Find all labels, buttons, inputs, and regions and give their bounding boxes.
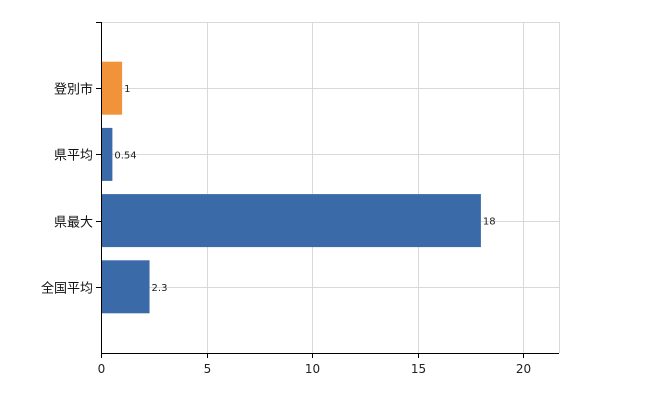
bar <box>101 260 150 314</box>
bar <box>101 61 123 115</box>
y-tick-label: 県平均 <box>54 149 93 164</box>
gridlines <box>101 22 560 353</box>
bar <box>101 127 113 181</box>
x-tick-label: 15 <box>411 362 426 376</box>
x-tick-label: 0 <box>98 362 106 376</box>
axes <box>96 22 559 358</box>
bar <box>101 194 481 248</box>
x-tick-label: 20 <box>516 362 531 376</box>
data-label: 0.54 <box>114 150 136 161</box>
bars <box>101 61 481 314</box>
x-tick-label: 5 <box>204 362 212 376</box>
y-tick-label: 登別市 <box>54 82 93 98</box>
data-label: 1 <box>124 84 130 95</box>
x-tick-label: 10 <box>305 362 320 376</box>
y-tick-label: 全国平均 <box>41 281 93 297</box>
data-label: 18 <box>483 217 496 228</box>
y-tick-label: 県最大 <box>54 216 93 231</box>
data-label: 2.3 <box>152 283 168 294</box>
